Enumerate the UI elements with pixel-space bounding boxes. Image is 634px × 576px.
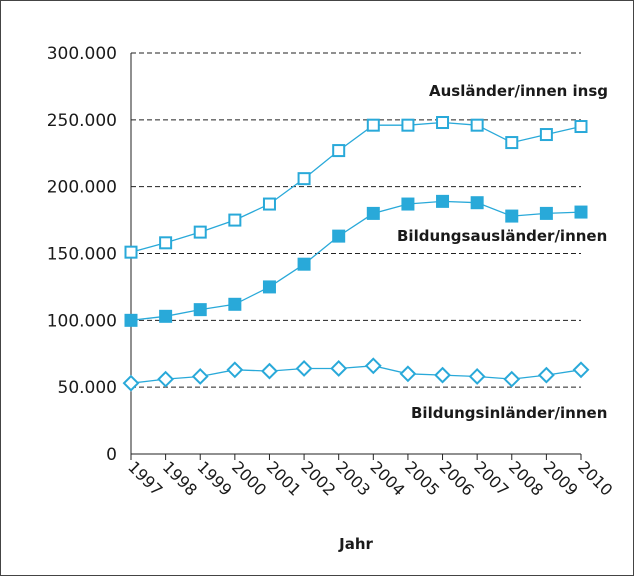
series-label-1: Ausländer/innen insg	[429, 82, 608, 100]
axes	[130, 53, 582, 460]
data-point	[193, 225, 207, 239]
series-labels: Ausländer/innen insg Bildungsausländer/in…	[397, 82, 608, 422]
y-tick-label: 150.000	[47, 245, 117, 265]
x-tick-label: 2009	[540, 457, 582, 499]
x-tick-label: 2000	[228, 457, 270, 499]
data-point	[574, 120, 588, 134]
series-label-2: Bildungsausländer/innen	[397, 227, 607, 245]
x-tick-label: 2008	[505, 457, 547, 499]
series-lines	[130, 121, 582, 384]
data-point	[332, 144, 346, 158]
x-tick-label: 2002	[297, 457, 339, 499]
data-point	[261, 362, 278, 380]
data-point	[193, 303, 207, 317]
data-point	[122, 374, 140, 392]
data-point	[124, 313, 138, 327]
data-point	[399, 365, 417, 383]
series-markers	[122, 116, 590, 392]
data-point	[537, 366, 555, 384]
x-tick-label: 2006	[436, 457, 478, 499]
gridlines	[131, 52, 581, 388]
data-point	[539, 206, 553, 220]
data-point	[262, 280, 276, 294]
data-point	[228, 213, 242, 227]
data-point	[366, 206, 380, 220]
data-point	[297, 172, 311, 186]
x-tick-labels: 1997199819992000200120022003200420052006…	[124, 457, 616, 499]
x-tick-label: 2004	[366, 457, 408, 499]
data-point	[191, 368, 209, 385]
data-point	[470, 118, 484, 132]
x-tick-label: 1999	[193, 457, 235, 499]
x-tick-label: 2001	[263, 457, 305, 499]
data-point	[401, 118, 415, 132]
data-point	[157, 370, 175, 388]
data-point	[124, 245, 138, 259]
data-point	[401, 197, 415, 211]
data-point	[262, 197, 276, 211]
data-point	[468, 368, 486, 385]
x-tick-label: 2010	[574, 457, 616, 499]
y-tick-label: 50.000	[58, 378, 117, 398]
y-tick-label: 200.000	[47, 178, 117, 198]
y-tick-label: 250.000	[47, 111, 117, 131]
data-point	[297, 257, 311, 271]
data-point	[436, 194, 450, 208]
data-point	[364, 357, 382, 375]
data-point	[539, 128, 553, 142]
data-point	[330, 360, 348, 377]
x-tick-label: 2005	[401, 457, 443, 499]
data-point	[470, 196, 484, 210]
data-point	[295, 360, 313, 377]
data-point	[574, 205, 588, 219]
y-tick-label: 100.000	[47, 311, 117, 331]
y-tick-label: 0	[106, 445, 117, 465]
data-point	[505, 136, 519, 150]
data-point	[505, 209, 519, 223]
x-axis-title: Jahr	[338, 535, 373, 553]
data-point	[159, 236, 173, 250]
y-tick-label: 300.000	[47, 44, 117, 64]
data-point	[434, 366, 451, 384]
x-tick-label: 1997	[124, 457, 166, 499]
data-point	[332, 229, 346, 243]
data-point	[436, 116, 450, 130]
x-tick-label: 1998	[159, 457, 201, 499]
series-label-3: Bildungsinländer/innen	[411, 404, 607, 422]
data-point	[228, 297, 242, 311]
x-tick-label: 2003	[332, 457, 374, 499]
data-point	[159, 309, 173, 323]
data-point	[572, 361, 590, 379]
x-tick-label: 2007	[470, 457, 512, 499]
data-point	[503, 370, 521, 388]
data-point	[226, 361, 244, 379]
data-point	[366, 118, 380, 132]
y-tick-labels: 0 50.000 100.000 150.000 200.000 250.000 300.0…	[47, 44, 117, 465]
